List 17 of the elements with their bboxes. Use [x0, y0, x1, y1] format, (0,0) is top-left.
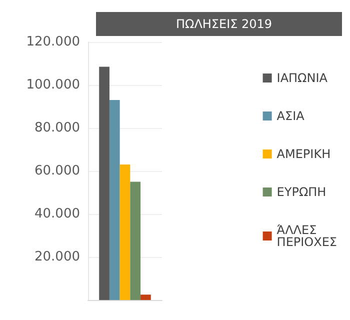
legend-label: ΑΜΕΡΙΚΗ: [276, 147, 331, 161]
bar: [109, 100, 120, 300]
y-tick-label: 60.000: [34, 164, 80, 178]
legend-label: ΆΛΛΕΣ ΠΕΡΙΟΧΕΣ: [276, 223, 338, 249]
y-tick-label: 40.000: [34, 206, 80, 222]
bar: [120, 164, 130, 300]
bar: [140, 294, 151, 300]
legend-label: ΕΥΡΩΠΗ: [276, 185, 326, 199]
text: ΠΩΛΗΣΕΙΣ 2019: [176, 17, 272, 31]
bar: [130, 182, 141, 300]
y-tick-label: 20.000: [34, 250, 80, 264]
legend-label: ΙΑΠΩΝΙΑ: [276, 71, 328, 85]
bar: [99, 66, 110, 300]
legend-label: ΑΣΙΑ: [276, 109, 306, 123]
y-tick-label: 120.000: [26, 34, 80, 50]
y-tick-label: 100.000: [26, 78, 80, 92]
y-tick-label: 80.000: [34, 120, 80, 136]
